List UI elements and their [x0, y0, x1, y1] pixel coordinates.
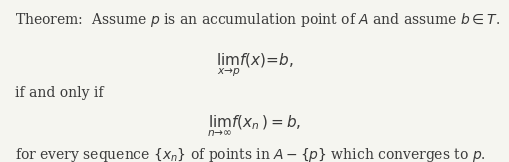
Text: $\lim_{x \to p} f(x) = b,$: $\lim_{x \to p} f(x) = b,$ — [216, 52, 293, 79]
Text: Theorem:  Assume $p$ is an accumulation point of $A$ and assume $b \in T$.  Then: Theorem: Assume $p$ is an accumulation p… — [15, 11, 509, 29]
Text: for every sequence $\{x_n\}$ of points in $A - \{p\}$ which converges to $p$.: for every sequence $\{x_n\}$ of points i… — [15, 146, 486, 162]
Text: $\lim_{n \to \infty} f(x_n) = b,$: $\lim_{n \to \infty} f(x_n) = b,$ — [207, 113, 302, 139]
Text: if and only if: if and only if — [15, 86, 104, 100]
